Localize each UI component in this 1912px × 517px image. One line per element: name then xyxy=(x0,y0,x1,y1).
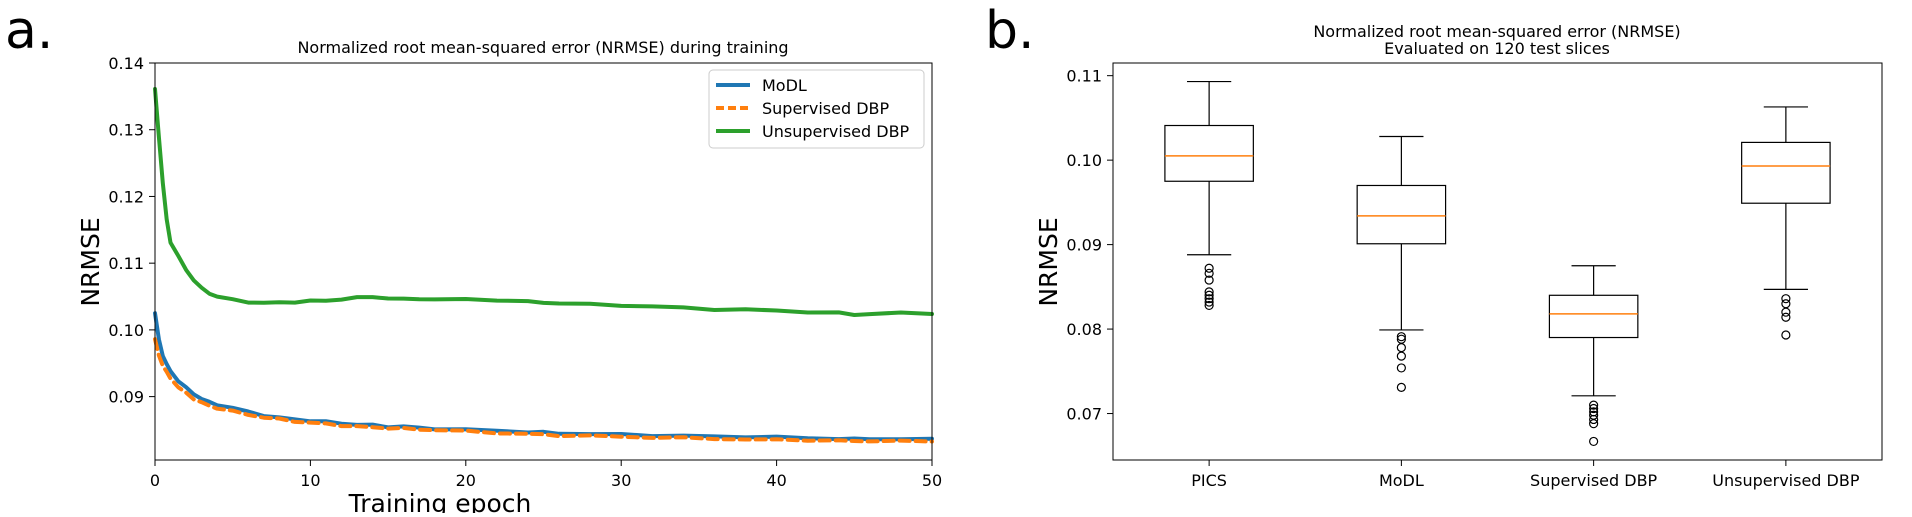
panel-a-y-ticks: 0.09 0.10 0.11 0.12 0.13 0.14 xyxy=(108,54,155,407)
panel-a-x-ticks: 0 10 20 30 40 50 xyxy=(150,460,942,490)
panel-b-subtitle: Evaluated on 120 test slices xyxy=(1384,39,1610,58)
y-tick-label: 0.11 xyxy=(1066,67,1102,86)
x-tick-label: 0 xyxy=(150,471,160,490)
iqr-box-pics xyxy=(1164,124,1254,182)
panel-a-series-lines xyxy=(153,87,934,444)
outlier-point-modl xyxy=(1396,334,1406,344)
x-tick-label-modl: MoDL xyxy=(1379,471,1424,490)
outlier-point-pics xyxy=(1204,275,1214,285)
legend-label-modl: MoDL xyxy=(762,76,807,95)
panel-a-y-axis-label: NRMSE xyxy=(76,217,105,306)
outlier-point-unsupervised-dbp xyxy=(1781,307,1791,317)
panel-b-x-ticks: PICS MoDL Supervised DBP Unsupervised DBP xyxy=(1191,460,1860,490)
panel-b-boxes xyxy=(1164,80,1831,447)
x-tick-label-unsupervised-dbp: Unsupervised DBP xyxy=(1712,471,1860,490)
outlier-point-supervised-dbp xyxy=(1589,407,1599,417)
panel-b-box-plot: b. Normalized root mean-squared error (N… xyxy=(985,1,1883,490)
outlier-point-supervised-dbp xyxy=(1589,400,1599,410)
y-tick-label: 0.09 xyxy=(108,388,144,407)
y-tick-label: 0.13 xyxy=(108,121,144,140)
outlier-point-unsupervised-dbp xyxy=(1781,294,1791,304)
panel-a-legend: MoDL Supervised DBP Unsupervised DBP xyxy=(708,69,925,149)
outlier-point-pics xyxy=(1204,300,1214,311)
y-tick-label: 0.11 xyxy=(108,254,144,273)
legend-label-supervised-dbp: Supervised DBP xyxy=(762,99,890,118)
panel-b-plot-frame xyxy=(1112,62,1883,461)
series-line-modl xyxy=(153,311,934,442)
box-group-supervised-dbp xyxy=(1548,265,1639,447)
panel-a-plot-frame xyxy=(154,62,933,461)
legend-label-unsupervised-dbp: Unsupervised DBP xyxy=(762,122,910,141)
outlier-point-modl xyxy=(1396,351,1406,361)
y-tick-label: 0.12 xyxy=(108,187,144,206)
box-group-unsupervised-dbp xyxy=(1741,106,1831,340)
outlier-point-pics xyxy=(1204,287,1214,297)
outlier-point-supervised-dbp xyxy=(1589,403,1599,414)
outlier-point-modl xyxy=(1396,343,1406,353)
y-tick-label: 0.08 xyxy=(1066,320,1102,339)
x-tick-label: 50 xyxy=(922,471,942,490)
iqr-box-modl xyxy=(1356,184,1447,245)
legend-box xyxy=(708,69,925,149)
outlier-point-pics xyxy=(1204,294,1214,304)
y-tick-label: 0.09 xyxy=(1066,236,1102,255)
outlier-point-unsupervised-dbp xyxy=(1781,330,1791,340)
x-tick-label: 40 xyxy=(766,471,786,490)
outlier-point-unsupervised-dbp xyxy=(1781,299,1791,309)
outlier-point-pics xyxy=(1204,268,1214,278)
x-tick-label-supervised-dbp: Supervised DBP xyxy=(1530,471,1658,490)
panel-b-y-ticks: 0.07 0.08 0.09 0.10 0.11 xyxy=(1066,67,1113,424)
panel-a-x-axis-label: Training epoch xyxy=(348,489,532,513)
panel-b-label: b. xyxy=(985,1,1035,61)
series-line-unsupervised-dbp xyxy=(153,87,934,317)
y-tick-label: 0.10 xyxy=(108,321,144,340)
outlier-point-pics xyxy=(1204,290,1214,300)
outlier-point-modl xyxy=(1396,332,1406,342)
box-group-modl xyxy=(1356,135,1447,392)
series-line-supervised-dbp xyxy=(153,337,934,444)
panel-a-line-chart: a. Normalized root mean-squared error (N… xyxy=(5,1,942,517)
panel-a-label: a. xyxy=(5,1,53,61)
box-group-pics xyxy=(1164,80,1254,311)
x-tick-label: 30 xyxy=(611,471,631,490)
outlier-point-modl xyxy=(1396,382,1406,392)
iqr-box-unsupervised-dbp xyxy=(1741,141,1831,204)
y-tick-label: 0.10 xyxy=(1066,151,1102,170)
panel-b-title: Normalized root mean-squared error (NRMS… xyxy=(1313,22,1680,41)
panel-b-y-axis-label: NRMSE xyxy=(1034,217,1063,306)
y-tick-label: 0.14 xyxy=(108,54,144,73)
iqr-box-supervised-dbp xyxy=(1548,294,1639,339)
outlier-point-supervised-dbp xyxy=(1589,410,1599,420)
x-tick-label: 20 xyxy=(456,471,476,490)
x-tick-label: 10 xyxy=(300,471,320,490)
y-tick-label: 0.07 xyxy=(1066,405,1102,424)
x-tick-label-pics: PICS xyxy=(1191,471,1227,490)
outlier-point-unsupervised-dbp xyxy=(1781,312,1791,322)
outlier-point-supervised-dbp xyxy=(1589,436,1599,447)
outlier-point-pics xyxy=(1204,297,1214,307)
outlier-point-modl xyxy=(1396,363,1406,373)
panel-a-title: Normalized root mean-squared error (NRMS… xyxy=(297,38,788,57)
outlier-point-pics xyxy=(1204,263,1214,273)
